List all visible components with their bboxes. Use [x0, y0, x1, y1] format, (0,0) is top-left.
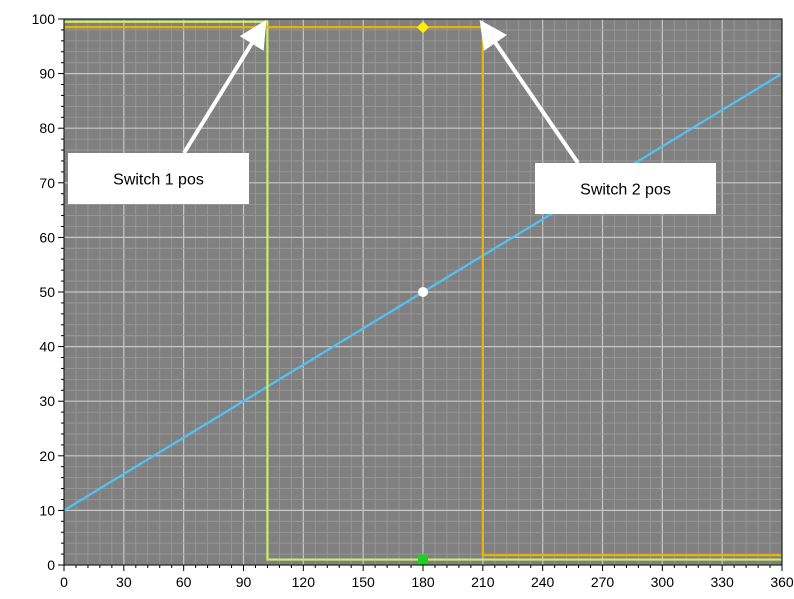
y-tick-label: 30	[39, 393, 55, 409]
y-tick-label: 80	[39, 120, 55, 136]
series-marker-3	[417, 21, 429, 34]
callout-box-2	[535, 163, 716, 214]
series-line-3	[64, 26, 782, 557]
x-tick-label: 30	[116, 574, 132, 590]
y-tick-label: 0	[47, 557, 55, 573]
x-tick-label: 240	[531, 574, 555, 590]
series-line-2	[64, 20, 782, 561]
y-tick-label: 70	[39, 175, 55, 191]
series-marker-2	[418, 554, 428, 565]
callout-arrow-2	[479, 19, 580, 165]
callout-box-1	[68, 153, 249, 204]
x-tick-label: 90	[236, 574, 252, 590]
y-tick-label: 100	[32, 11, 56, 27]
series-marker-1	[418, 287, 428, 297]
y-tick-label: 20	[39, 448, 55, 464]
x-tick-label: 210	[471, 574, 495, 590]
x-tick-label: 60	[176, 574, 192, 590]
callouts-layer: Switch 1 pos Switch 2 pos	[68, 19, 716, 214]
x-tick-label: 330	[710, 574, 734, 590]
y-tick-label: 50	[39, 284, 55, 300]
y-tick-label: 10	[39, 502, 55, 518]
x-tick-label: 300	[651, 574, 675, 590]
x-tick-label: 360	[770, 574, 794, 590]
x-tick-label: 270	[591, 574, 615, 590]
x-tick-label: 0	[60, 574, 68, 590]
y-tick-label: 40	[39, 339, 55, 355]
y-tick-label: 60	[39, 229, 55, 245]
axes: 0 30 60 90 120 150 180 210 240 270 300 330 360 0 10 20 3…	[32, 11, 794, 590]
x-tick-label: 150	[351, 574, 375, 590]
callout-label-2: Switch 2 pos	[580, 182, 671, 199]
x-tick-label: 180	[411, 574, 435, 590]
x-tick-label: 120	[292, 574, 316, 590]
markers-layer	[417, 21, 429, 565]
callout-arrow-1	[182, 19, 267, 155]
callout-label-1: Switch 1 pos	[113, 172, 204, 189]
y-tick-label: 90	[39, 66, 55, 82]
